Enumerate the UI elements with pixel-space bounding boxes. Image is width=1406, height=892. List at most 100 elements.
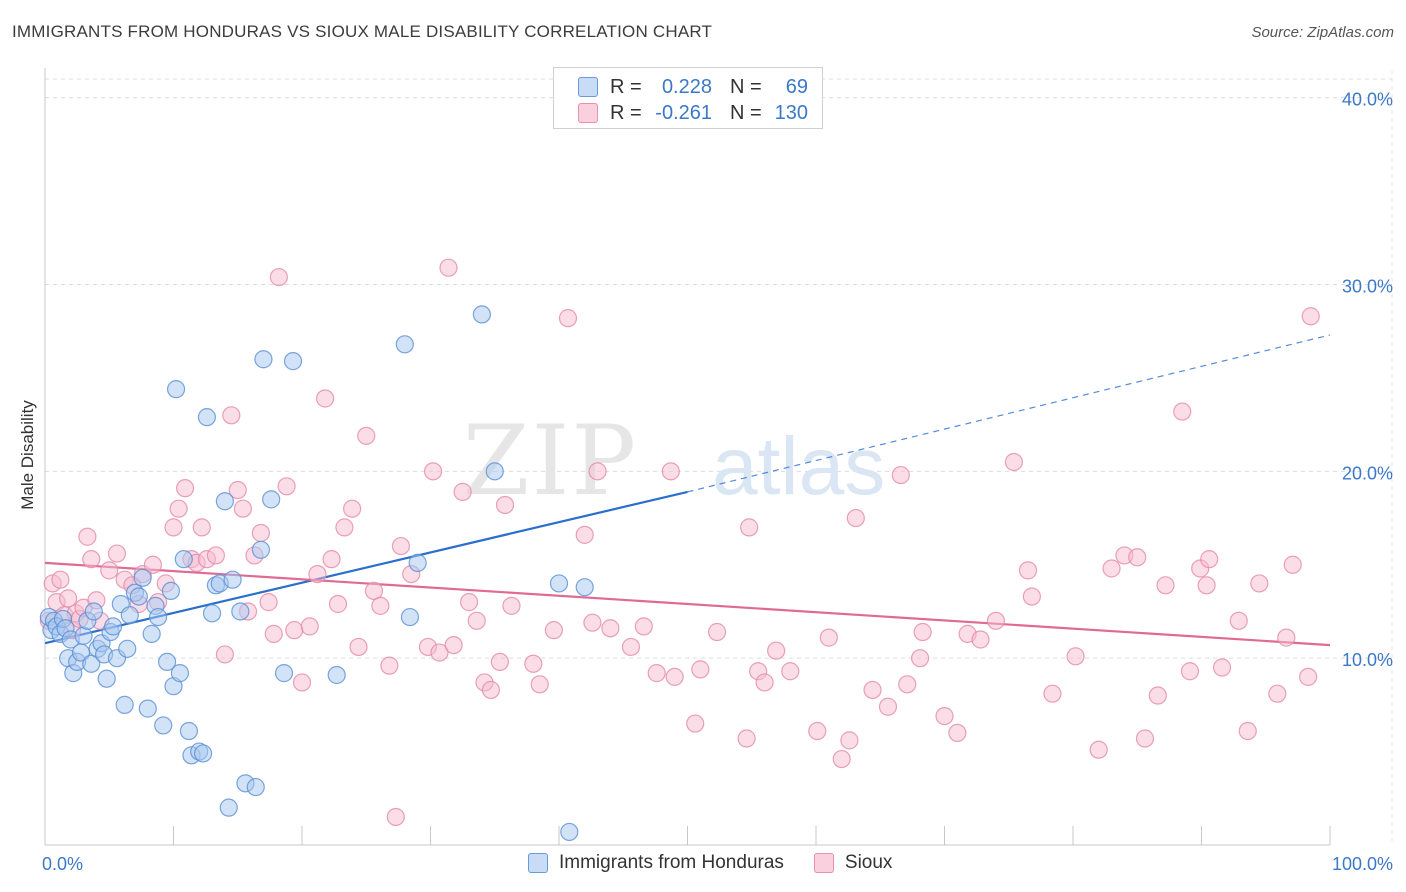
point-honduras [74, 626, 93, 645]
point-honduras [395, 335, 414, 354]
point-honduras [231, 602, 250, 621]
legend-n-label: N = [730, 101, 762, 124]
point-sioux [971, 630, 990, 649]
point-honduras [223, 570, 242, 589]
point-sioux [1283, 555, 1302, 574]
point-sioux [740, 518, 759, 537]
point-sioux [524, 654, 543, 673]
point-sioux [107, 544, 127, 563]
point-sioux [459, 593, 479, 612]
point-honduras [327, 665, 346, 685]
point-sioux [1128, 548, 1147, 567]
point-sioux [481, 680, 500, 700]
point-honduras [219, 798, 238, 817]
point-honduras [400, 607, 420, 627]
point-sioux [380, 656, 399, 675]
chart-title: IMMIGRANTS FROM HONDURAS VS SIOUX MALE D… [12, 22, 713, 41]
point-sioux [269, 267, 288, 287]
point-sioux [986, 611, 1006, 630]
point-sioux [100, 561, 119, 580]
point-sioux [647, 664, 666, 683]
legend-swatch-sioux [578, 103, 598, 123]
point-sioux [935, 706, 954, 726]
point-sioux [1180, 662, 1200, 681]
point-honduras [104, 617, 123, 636]
point-sioux [910, 649, 930, 668]
point-honduras [120, 606, 139, 625]
point-sioux [1299, 667, 1318, 686]
point-honduras [262, 490, 281, 509]
point-honduras [560, 822, 579, 842]
point-honduras [174, 550, 193, 569]
point-sioux [832, 749, 851, 769]
point-sioux [175, 479, 195, 498]
point-sioux [386, 807, 405, 827]
point-sioux [357, 426, 376, 445]
point-sioux [259, 593, 278, 612]
point-sioux [192, 518, 211, 537]
watermark: ZIP atlas [463, 405, 885, 517]
point-sioux [490, 652, 509, 672]
point-honduras [575, 578, 594, 597]
point-sioux [215, 645, 234, 664]
legend-swatch-honduras [528, 853, 548, 873]
point-honduras [161, 581, 181, 601]
point-honduras [485, 462, 504, 481]
point-sioux [300, 617, 319, 636]
point-sioux [621, 637, 641, 657]
point-honduras [133, 568, 152, 587]
point-sioux [453, 482, 472, 501]
point-sioux [665, 667, 684, 686]
legend-label-sioux: Sioux [844, 852, 893, 873]
point-sioux [164, 518, 183, 537]
point-honduras [202, 604, 222, 623]
legend-r-label: R = [610, 101, 642, 124]
point-sioux [322, 550, 341, 569]
point-sioux [430, 643, 449, 662]
y-tick-label: 40.0% [1342, 90, 1393, 110]
point-sioux [846, 508, 865, 528]
legend-n-value: 69 [785, 75, 808, 98]
point-sioux [169, 499, 188, 518]
legend-item-sioux[interactable]: Sioux [813, 852, 893, 874]
y-tick-label: 20.0% [1342, 463, 1393, 483]
point-sioux [601, 619, 620, 638]
point-sioux [781, 662, 800, 681]
legend-r-value: 0.228 [661, 75, 712, 98]
point-sioux [264, 624, 283, 643]
point-honduras [84, 602, 103, 621]
point-sioux [634, 617, 653, 636]
point-sioux [1212, 658, 1232, 677]
point-sioux [1229, 611, 1248, 630]
point-sioux [707, 622, 727, 642]
legend-swatch-sioux [813, 853, 834, 873]
point-sioux [1004, 452, 1023, 472]
y-tick-label: 10.0% [1342, 650, 1393, 670]
axes [44, 68, 1331, 846]
source-label: Source: ZipAtlas.com [1251, 24, 1394, 41]
point-sioux [1102, 559, 1121, 578]
point-sioux [316, 389, 335, 408]
point-sioux [391, 536, 411, 556]
point-honduras [166, 380, 186, 399]
point-sioux [328, 594, 348, 614]
point-honduras [408, 553, 427, 572]
point-honduras [115, 695, 134, 714]
point-sioux [530, 675, 549, 694]
point-sioux [1089, 740, 1108, 759]
point-sioux [558, 309, 578, 328]
legend-item-honduras[interactable]: Immigrants from Honduras [528, 852, 784, 874]
watermark-zip: ZIP [463, 405, 638, 517]
point-sioux [686, 714, 705, 733]
point-sioux [364, 581, 384, 601]
point-sioux [544, 621, 563, 640]
point-sioux [948, 723, 967, 743]
point-sioux [840, 731, 859, 750]
point-honduras [283, 352, 303, 371]
point-sioux [1043, 684, 1062, 703]
point-honduras [129, 587, 148, 606]
point-sioux [808, 721, 827, 741]
point-sioux [1066, 647, 1085, 666]
stats-legend: R = 0.228 N = 69 R = -0.261 N = 130 [553, 67, 823, 129]
